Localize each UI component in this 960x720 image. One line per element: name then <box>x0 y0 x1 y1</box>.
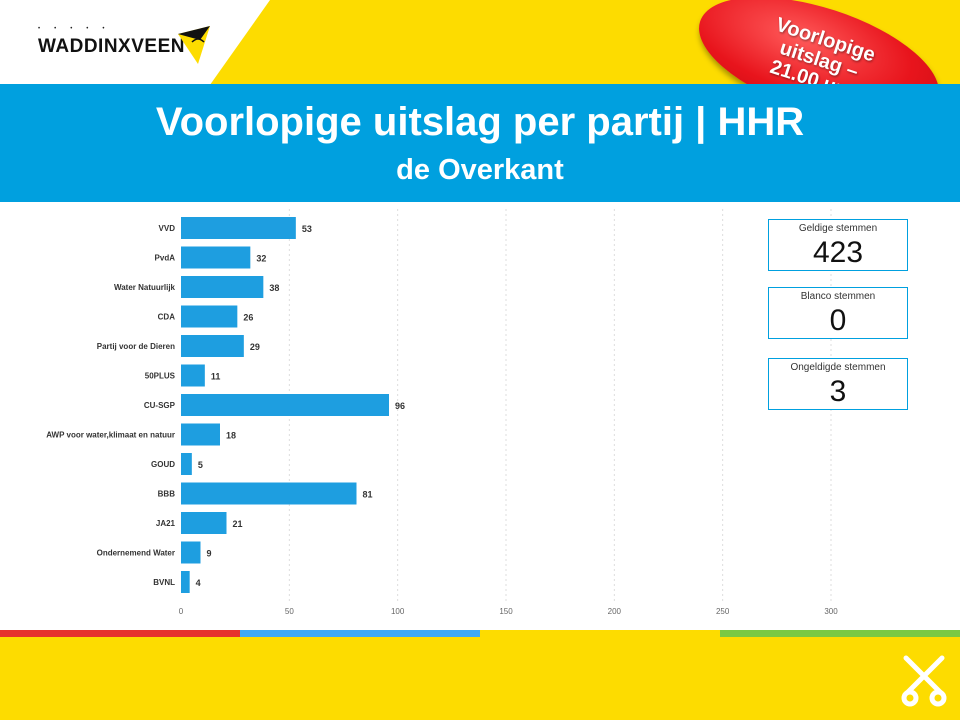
bar <box>181 364 205 387</box>
blank-votes-value: 0 <box>829 304 847 337</box>
value-label: 38 <box>269 283 279 293</box>
title-banner <box>0 84 960 202</box>
strip-red <box>0 630 240 637</box>
x-tick-label: 250 <box>716 607 730 616</box>
category-label: Water Natuurlijk <box>114 283 176 292</box>
category-label: PvdA <box>155 254 176 263</box>
bar <box>181 541 201 564</box>
valid-votes-label: Geldige stemmen <box>798 223 878 234</box>
category-label: Partij voor de Dieren <box>97 342 175 351</box>
bar <box>181 276 264 298</box>
strip-green <box>720 630 960 637</box>
category-label: CU-SGP <box>144 401 176 410</box>
blank-votes-card: Blanco stemmen 0 <box>768 287 908 339</box>
bar <box>181 423 220 446</box>
value-label: 29 <box>250 342 260 352</box>
bar <box>181 217 296 239</box>
value-label: 21 <box>233 519 243 529</box>
category-label: AWP voor water,klimaat en natuur <box>46 431 175 440</box>
x-tick-label: 200 <box>608 607 622 616</box>
value-label: 26 <box>243 313 253 323</box>
value-label: 4 <box>196 578 201 588</box>
strip-blue <box>240 630 480 637</box>
valid-votes-card: Geldige stemmen 423 <box>768 219 908 271</box>
category-label: VVD <box>159 224 176 233</box>
footer-yellow-band <box>0 637 960 720</box>
value-label: 96 <box>395 401 405 411</box>
invalid-votes-label: Ongeldigde stemmen <box>790 362 886 373</box>
value-label: 5 <box>198 460 203 470</box>
logo-dots: ••••• <box>38 26 119 32</box>
value-label: 18 <box>226 431 236 441</box>
crossed-keys-icon <box>901 655 947 707</box>
category-label: BVNL <box>153 578 175 587</box>
bar <box>181 394 389 416</box>
blank-votes-label: Blanco stemmen <box>800 291 876 302</box>
value-label: 32 <box>256 254 266 264</box>
category-label: CDA <box>158 313 176 322</box>
bar <box>181 571 190 593</box>
x-tick-label: 50 <box>285 607 294 616</box>
x-tick-label: 100 <box>391 607 405 616</box>
bar <box>181 482 357 505</box>
value-label: 9 <box>207 549 212 559</box>
bar <box>181 453 192 475</box>
bar <box>181 246 251 269</box>
invalid-votes-card: Ongeldigde stemmen 3 <box>768 358 908 410</box>
bar <box>181 335 244 357</box>
chart-grid <box>288 209 832 604</box>
x-tick-label: 150 <box>499 607 513 616</box>
logo-text: WADDINXVEEN <box>38 36 185 57</box>
page-title: Voorlopige uitslag per partij | HHR <box>155 100 805 144</box>
category-label: JA21 <box>156 519 176 528</box>
chart-bars <box>181 217 389 593</box>
strip-yellow <box>480 630 720 637</box>
chart-labels: VVD 53 PvdA 32 Water Natuurlijk 38 CDA 26 Partij… <box>46 224 405 588</box>
value-label: 81 <box>363 490 373 500</box>
x-tick-label: 0 <box>179 607 184 616</box>
party-results-bar-chart: VVD 53 PvdA 32 Water Natuurlijk 38 CDA 26 Partij… <box>46 209 838 616</box>
value-label: 53 <box>302 224 312 234</box>
category-label: BBB <box>158 490 176 499</box>
invalid-votes-value: 3 <box>829 375 847 408</box>
bar <box>181 305 238 328</box>
bar <box>181 512 227 534</box>
x-tick-label: 300 <box>824 607 838 616</box>
category-label: 50PLUS <box>145 372 176 381</box>
chart-x-axis-ticks: 0 50 100 150 200 250 300 <box>179 607 838 616</box>
valid-votes-value: 423 <box>812 236 864 269</box>
page-subtitle: de Overkant <box>396 154 564 186</box>
category-label: Ondernemend Water <box>97 549 175 558</box>
value-label: 11 <box>211 372 221 382</box>
category-label: GOUD <box>151 460 175 469</box>
waddinxveen-emblem-icon <box>178 26 210 64</box>
